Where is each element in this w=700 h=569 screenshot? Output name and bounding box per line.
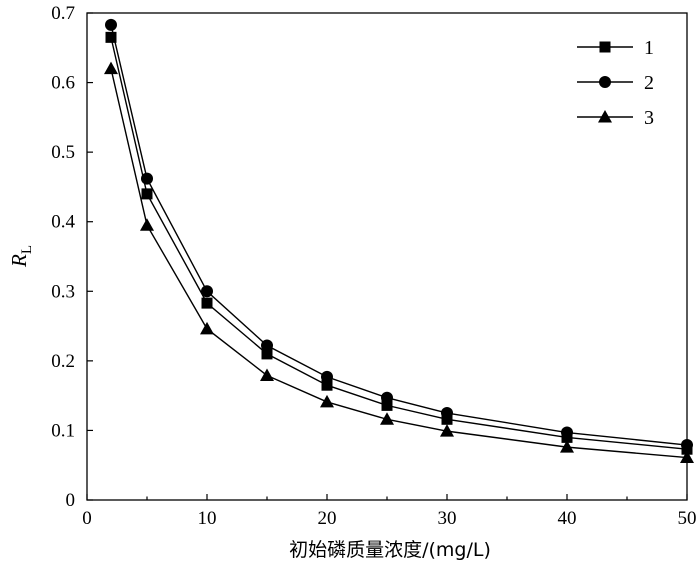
- legend-label: 1: [644, 37, 654, 59]
- x-tick-label: 0: [82, 508, 92, 529]
- x-tick-label: 30: [438, 508, 457, 529]
- data-point: [321, 379, 333, 391]
- series-layer: [104, 18, 694, 464]
- data-point: [681, 439, 693, 452]
- data-point: [140, 218, 154, 231]
- data-point: [261, 348, 273, 360]
- y-axis-label: RL: [7, 245, 35, 268]
- data-point: [441, 413, 453, 425]
- y-tick-label: 0.3: [51, 281, 75, 302]
- series-1: [105, 31, 693, 455]
- data-point: [380, 412, 394, 425]
- data-point: [680, 450, 694, 464]
- data-point: [141, 172, 153, 185]
- legend-label: 2: [644, 72, 654, 94]
- data-point: [320, 394, 334, 408]
- data-point: [260, 368, 274, 381]
- series-2: [105, 18, 693, 452]
- y-tick-label: 0.1: [51, 420, 75, 441]
- legend-item-2: 2: [577, 72, 654, 94]
- x-tick-label: 10: [198, 508, 217, 529]
- data-point: [561, 426, 573, 439]
- data-point: [141, 188, 153, 200]
- legend-marker: [598, 110, 612, 123]
- data-point: [381, 399, 393, 411]
- data-point: [200, 321, 214, 335]
- x-tick-label: 20: [318, 508, 337, 529]
- y-tick-label: 0: [66, 490, 76, 511]
- legend-marker: [599, 41, 611, 53]
- data-point: [321, 370, 333, 383]
- data-point: [261, 339, 273, 352]
- y-axis-label-main: R: [7, 254, 31, 268]
- data-point: [105, 31, 117, 43]
- legend-item-3: 3: [577, 107, 654, 129]
- legend-label: 3: [644, 107, 654, 129]
- data-point: [381, 391, 393, 404]
- series-line: [110, 37, 688, 450]
- x-axis-label: 初始磷质量浓度/(mg/L): [289, 539, 491, 561]
- series-line: [110, 68, 688, 459]
- series-3: [104, 61, 694, 464]
- legend-marker: [599, 76, 611, 88]
- legend-item-1: 1: [577, 37, 654, 59]
- y-tick-label: 0.6: [51, 73, 75, 94]
- data-point: [440, 424, 454, 437]
- data-point: [104, 61, 118, 75]
- data-point: [560, 440, 574, 453]
- legend: 1 2 3: [577, 37, 654, 129]
- data-point: [441, 407, 453, 420]
- data-point: [201, 297, 213, 309]
- x-tick-label: 40: [558, 508, 577, 529]
- x-tick-label: 50: [678, 508, 697, 529]
- y-tick-label: 0.4: [51, 212, 75, 233]
- data-point: [105, 18, 117, 31]
- data-point: [201, 285, 213, 298]
- axes: [86, 12, 688, 501]
- y-tick-label: 0.7: [51, 3, 75, 24]
- y-tick-label: 0.2: [51, 351, 75, 372]
- tick-marks: 0 10 20 30 40 50 0 0.1 0.2 0.3 0.4 0.5 0.6 0.7: [51, 3, 696, 529]
- plot-frame: [86, 12, 688, 501]
- y-axis-label-sub: L: [19, 245, 35, 254]
- y-tick-label: 0.5: [51, 142, 75, 163]
- series-line: [110, 24, 688, 446]
